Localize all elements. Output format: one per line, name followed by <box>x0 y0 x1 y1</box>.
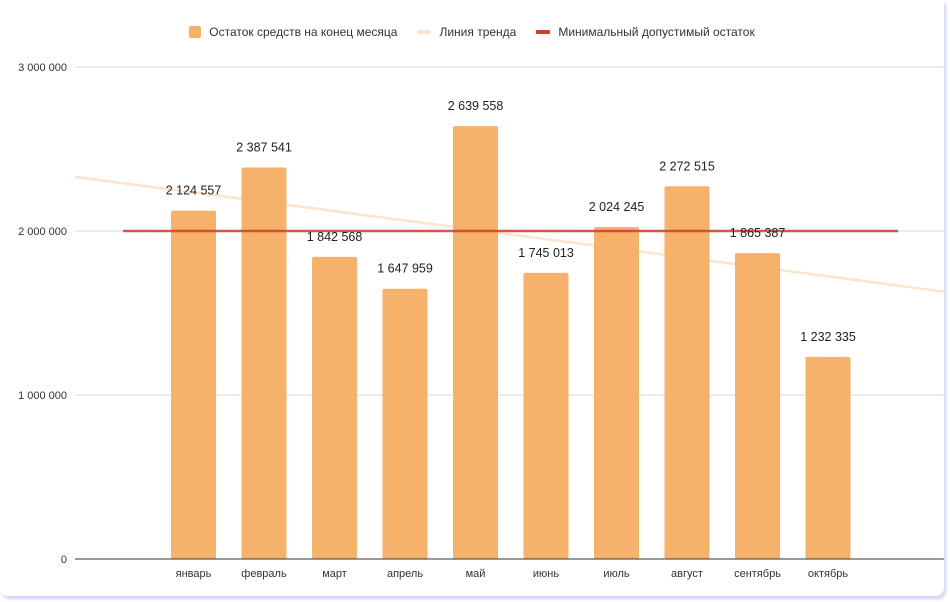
legend-swatch-minimum <box>536 30 551 34</box>
x-tick-label: июнь <box>533 568 559 580</box>
legend-item-balance[interactable]: Остаток средств на конец месяца <box>189 25 397 39</box>
data-label: 2 124 557 <box>166 184 222 198</box>
bar-3 <box>312 256 357 559</box>
data-label: 2 639 558 <box>448 99 504 113</box>
x-tick-label: август <box>671 568 703 580</box>
y-tick-label: 2 000 000 <box>18 226 67 238</box>
bar-2 <box>241 167 287 559</box>
bar-5 <box>453 126 498 559</box>
x-tick-label: сентябрь <box>734 568 781 580</box>
data-label: 1 745 013 <box>518 246 574 260</box>
legend-item-trend[interactable]: Линия тренда <box>417 25 516 39</box>
bar-4 <box>382 288 428 559</box>
legend-swatch-trend <box>417 30 432 34</box>
x-tick-label: май <box>466 568 486 580</box>
data-label: 1 865 387 <box>730 226 786 240</box>
bar-9 <box>735 253 780 559</box>
legend-label-minimum: Минимальный допустимый остаток <box>558 25 755 39</box>
bar-10 <box>805 356 851 559</box>
x-tick-label: март <box>322 568 347 580</box>
trend-layer <box>74 175 945 293</box>
x-tick-label: январь <box>176 568 212 580</box>
x-tick-label: июль <box>603 568 630 580</box>
bars-layer <box>171 126 851 560</box>
chart-legend: Остаток средств на конец месяца Линия тр… <box>0 25 944 39</box>
data-label: 2 024 245 <box>589 200 645 214</box>
axis-layer: 0 1 000 000 2 000 000 3 000 000 январь феврал… <box>18 62 944 580</box>
y-tick-label: 0 <box>61 554 67 566</box>
legend-item-minimum[interactable]: Минимальный допустимый остаток <box>536 25 755 39</box>
data-label: 2 387 541 <box>236 140 292 154</box>
data-label: 1 842 568 <box>307 230 363 244</box>
data-label: 2 272 515 <box>659 159 715 173</box>
x-tick-label: апрель <box>387 568 423 580</box>
y-tick-label: 3 000 000 <box>18 62 67 74</box>
legend-swatch-balance <box>189 26 202 38</box>
x-tick-label: февраль <box>241 568 287 580</box>
bar-8 <box>664 186 710 559</box>
bar-7 <box>594 227 639 560</box>
x-tick-label: октябрь <box>808 568 848 580</box>
bar-1 <box>171 210 216 560</box>
trend-line <box>74 175 945 293</box>
data-labels-layer: 2 124 557 2 387 541 1 842 568 1 647 959 2 63… <box>166 99 856 344</box>
y-tick-label: 1 000 000 <box>18 390 67 402</box>
legend-label-balance: Остаток средств на конец месяца <box>209 25 398 39</box>
bar-6 <box>523 272 569 559</box>
data-label: 1 232 335 <box>800 330 856 344</box>
data-label: 1 647 959 <box>377 262 433 276</box>
legend-label-trend: Линия тренда <box>439 25 517 39</box>
